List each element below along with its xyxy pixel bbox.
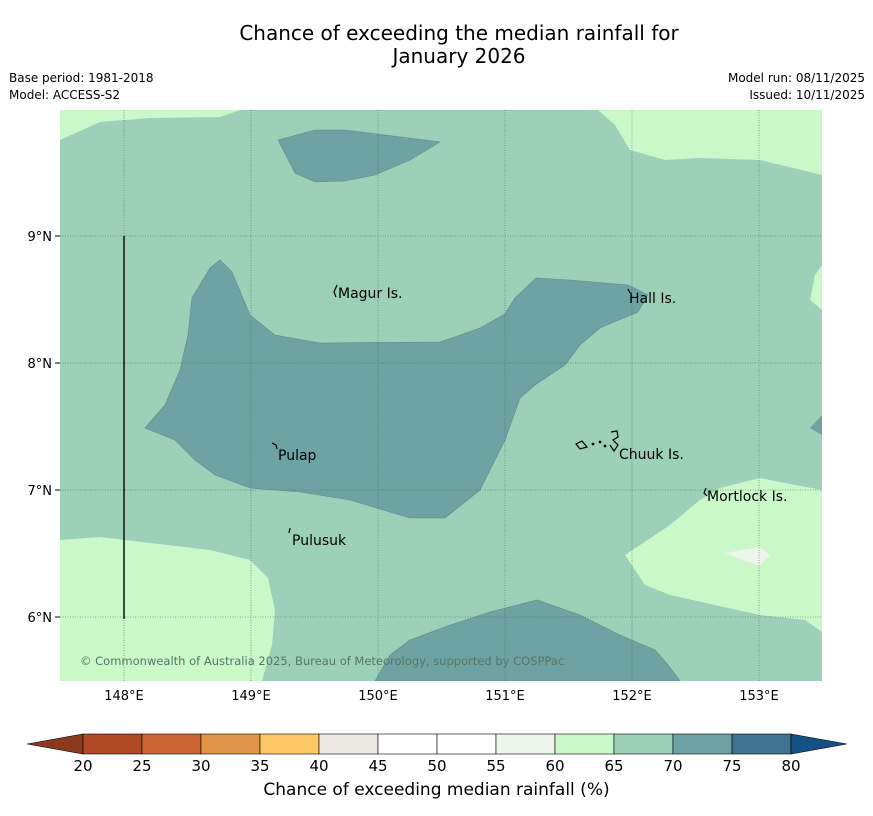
lon-tick-152e: 152°E [612,689,652,704]
colorbar-segment [82,733,143,755]
colorbar-segment [377,733,438,755]
lat-tick-8n: 8°N [28,357,53,372]
colorbar-tick-label: 75 [722,757,741,775]
contour-70-75-central [144,259,649,519]
colorbar-tick-label: 25 [132,757,151,775]
meta-left: Base period: 1981-2018 Model: ACCESS-S2 [9,70,154,104]
model-run: Model run: 08/11/2025 [727,71,865,85]
contour-60-65-se [625,478,822,632]
island-pulap [271,442,278,450]
colorbar-tick-label: 70 [663,757,682,775]
lon-tick-148e: 148°E [104,689,144,704]
map-title: Chance of exceeding the median rainfall … [0,22,873,68]
island-chuuk-1 [575,440,589,450]
colorbar-segment [613,733,674,755]
copyright-text: © Commonwealth of Australia 2025, Bureau… [80,654,564,668]
place-hall: Hall Is. [629,291,676,307]
islands [271,284,708,534]
colorbar-segment [259,733,320,755]
gridlines [60,110,822,681]
colorbar-tick-label: 45 [368,757,387,775]
colorbar-extend-high [790,733,848,755]
colorbar-tick-label: 30 [191,757,210,775]
colorbar-segment [672,733,733,755]
place-mortlock: Mortlock Is. [707,489,787,505]
lon-tick-151e: 151°E [485,689,525,704]
island-pulusuk [288,527,291,534]
lon-tick-150e: 150°E [358,689,398,704]
colorbar-segment [200,733,261,755]
contour-70-75-south [374,599,681,681]
place-pulusuk: Pulusuk [292,533,347,549]
colorbar-segment [495,733,556,755]
contour-70-75-east [810,415,822,435]
colorbar-tick-label: 65 [604,757,623,775]
colorbar-segment [318,733,379,755]
place-magur: Magur Is. [338,286,403,302]
map-field: Magur Is. Hall Is. Pulap Chuuk Is. Mortl… [60,110,822,681]
lat-tick-6n: 6°N [28,611,53,626]
lon-tick-153e: 153°E [739,689,779,704]
island-chuuk-3 [591,442,595,446]
colorbar-title: Chance of exceeding median rainfall (%) [263,780,610,800]
meta-right: Model run: 08/11/2025 Issued: 10/11/2025 [728,70,865,104]
base-period: Base period: 1981-2018 [9,71,154,85]
island-magur [333,284,338,298]
colorbar-segment [436,733,497,755]
colorbar-tick-label: 35 [250,757,269,775]
colorbar-tick-label: 55 [486,757,505,775]
colorbar-tick-label: 80 [781,757,800,775]
island-chuuk-2 [609,430,619,453]
place-pulap: Pulap [278,448,317,464]
colorbar-segment [731,733,792,755]
colorbar [26,733,848,755]
contour-60-65-ne [598,110,822,175]
colorbar-tick-label: 60 [545,757,564,775]
colorbar-tick-label: 50 [427,757,446,775]
title-line-2: January 2026 [392,44,526,68]
colorbar-segment [554,733,615,755]
island-chuuk-4 [598,440,602,444]
contour-60-65-nw [60,110,240,140]
contour-60-65-sw [60,537,275,681]
contour-70-75-north [277,129,441,183]
colorbar-ticks: 20 25 30 35 40 45 50 55 60 65 70 75 80 [73,757,800,775]
colorbar-tick-label: 20 [73,757,92,775]
lat-tick-7n: 7°N [28,484,53,499]
contour-60-65-e [810,265,822,310]
island-hall [627,288,631,294]
model-name: Model: ACCESS-S2 [9,88,121,102]
issued-date: Issued: 10/11/2025 [749,88,865,102]
lat-tick-9n: 9°N [28,230,53,245]
colorbar-extend-low [26,733,84,755]
lon-tick-149e: 149°E [231,689,271,704]
colorbar-tick-label: 40 [309,757,328,775]
title-line-1: Chance of exceeding the median rainfall … [239,21,679,45]
colorbar-segment [141,733,202,755]
island-chuuk-5 [603,444,607,448]
place-chuuk: Chuuk Is. [619,447,684,463]
contour-55-60-se [725,547,770,566]
island-mortlock [703,487,708,497]
